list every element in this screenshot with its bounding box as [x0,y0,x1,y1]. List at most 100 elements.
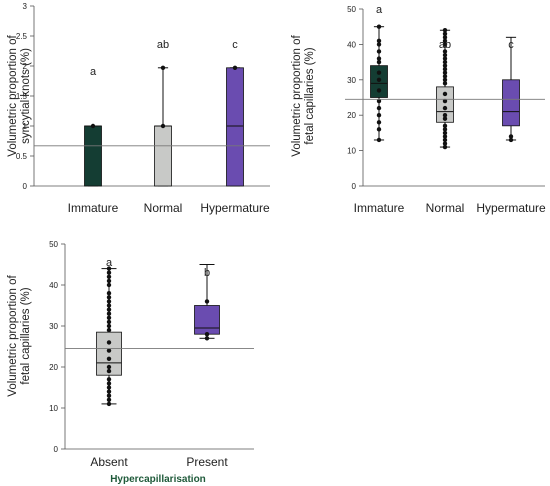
box-body [226,67,244,187]
significance-letter: a [376,4,383,16]
category-label: Immature [68,201,119,215]
data-point [160,123,166,129]
data-point [376,127,382,132]
data-point [442,35,448,40]
y-tick-label: 10 [347,147,356,156]
data-point [106,368,112,374]
data-point [106,266,112,271]
data-point [106,270,112,275]
box-body [84,125,102,187]
data-point [376,56,382,61]
y-tick-label: 0 [54,445,59,454]
y-tick-label: 0 [352,182,357,191]
data-point [160,65,166,71]
data-point [106,274,112,279]
significance-letter: a [106,257,113,269]
y-tick-label: 0.5 [16,152,28,161]
data-point [508,137,514,143]
data-point [442,137,448,143]
significance-letter: a [90,66,97,78]
data-point [442,42,448,47]
data-point [106,348,112,353]
data-point [106,327,112,333]
y-axis-label-line: Volumetric proportion of [291,34,303,156]
y-tick-label: 20 [347,111,356,120]
y-axis-label-line: Volumetric proportion of [7,274,19,396]
y-tick-label: 1 [23,122,28,131]
box-present: b Present [186,264,228,469]
data-point [106,295,112,300]
data-point [376,49,382,54]
data-point [442,130,448,136]
y-tick-label: 3 [23,2,28,11]
data-point [442,28,448,33]
data-point [442,116,448,121]
y-tick-label: 50 [49,240,58,249]
category-label: Normal [144,201,183,215]
y-tick-label: 30 [49,322,58,331]
y-tick-label: 20 [49,363,58,372]
y-axis-label: Volumetric proportion ofsyncytial knots … [7,34,32,156]
data-point [442,56,448,61]
data-point [106,356,112,361]
y-axis-label: Volumetric proportion offetal capillarie… [7,274,32,396]
data-point [106,377,112,382]
data-point [376,77,382,83]
y-axis-label-line: fetal capillaries (%) [20,287,32,384]
data-point [106,385,112,390]
y-tick-label: 2.5 [16,32,28,41]
data-point [442,38,448,44]
chart-1: 0 0.5 1 1.5 2 2.5 3 Volumetric proportion ofsyn… [7,2,270,215]
data-point [204,336,210,341]
x-axis-label: Hypercapillarisation [110,474,206,485]
data-point [106,315,112,320]
data-point [106,303,112,308]
data-point [106,364,112,370]
data-point [442,141,448,146]
data-point [90,123,96,129]
data-point [442,70,448,75]
data-point [442,123,448,129]
data-point [442,31,448,36]
data-point [442,63,448,68]
significance-letter: ab [439,39,451,51]
chart-2: 0 10 20 30 40 50 Volumetric proportion offetal… [291,4,546,215]
data-point [442,127,448,132]
category-label: Present [186,455,228,469]
data-point [376,120,382,125]
data-point [442,98,448,104]
data-point [442,81,448,86]
data-point [442,66,448,72]
data-point [376,24,382,29]
y-tick-label: 40 [347,40,356,49]
data-point [106,307,112,312]
data-point [204,299,210,304]
data-point [442,59,448,65]
box-normal: ab Normal [144,39,183,215]
y-axis-label-line: fetal capillaries (%) [304,47,316,144]
data-point [376,137,382,143]
data-point [376,98,382,104]
significance-letter: ab [157,39,169,51]
category-label: Hypermature [200,201,270,215]
data-point [106,319,112,325]
data-point [106,278,112,284]
box-body [436,86,454,123]
data-point [106,291,112,296]
box-hypermature: c Hypermature [476,36,546,215]
data-point [204,332,210,337]
data-point [106,397,112,402]
data-point [442,74,448,79]
data-point [376,105,382,111]
data-point [442,52,448,58]
data-point [376,38,382,44]
data-point [442,105,448,111]
box-absent: a Absent [90,257,128,469]
category-label: Immature [354,201,405,215]
data-point [508,134,514,139]
data-point [376,113,382,118]
y-axis-label-line: syncytial knots (%) [20,48,32,144]
data-point [376,70,382,75]
y-axis-label: Volumetric proportion offetal capillarie… [291,34,316,156]
